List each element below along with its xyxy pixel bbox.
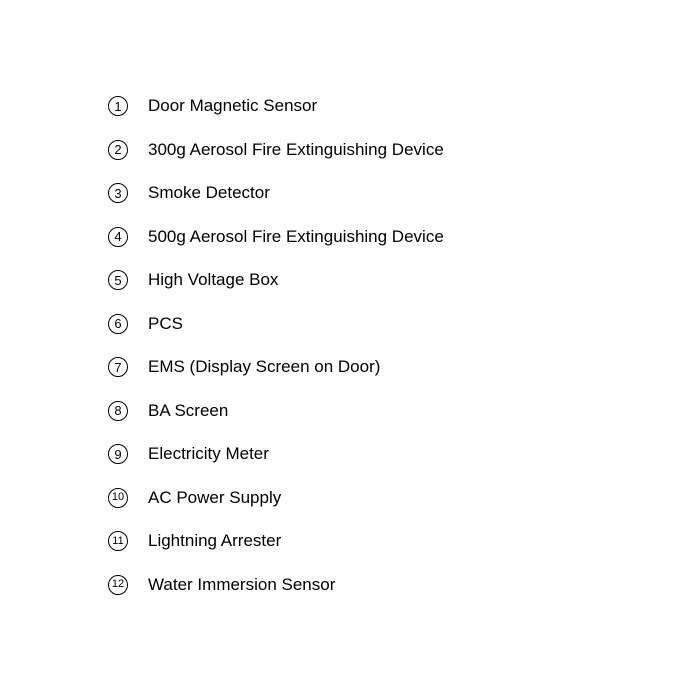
legend-label: AC Power Supply: [148, 488, 281, 508]
legend-label: BA Screen: [148, 401, 228, 421]
legend-item: 4 500g Aerosol Fire Extinguishing Device: [108, 226, 700, 248]
number-badge: 2: [108, 140, 128, 160]
number-badge: 12: [108, 575, 128, 595]
legend-item: 2 300g Aerosol Fire Extinguishing Device: [108, 139, 700, 161]
number-text: 6: [114, 317, 121, 330]
number-text: 5: [114, 274, 121, 287]
number-text: 1: [114, 100, 121, 113]
number-badge: 1: [108, 96, 128, 116]
number-text: 7: [114, 361, 121, 374]
legend-item: 1 Door Magnetic Sensor: [108, 95, 700, 117]
legend-label: Door Magnetic Sensor: [148, 96, 317, 116]
legend-list: 1 Door Magnetic Sensor 2 300g Aerosol Fi…: [0, 0, 700, 596]
number-badge: 6: [108, 314, 128, 334]
number-badge: 9: [108, 444, 128, 464]
legend-label: Lightning Arrester: [148, 531, 281, 551]
number-badge: 5: [108, 270, 128, 290]
legend-item: 7 EMS (Display Screen on Door): [108, 356, 700, 378]
legend-item: 6 PCS: [108, 313, 700, 335]
legend-item: 9 Electricity Meter: [108, 443, 700, 465]
number-text: 8: [114, 404, 121, 417]
number-text: 12: [112, 579, 124, 590]
number-text: 4: [114, 230, 121, 243]
legend-label: Water Immersion Sensor: [148, 575, 335, 595]
number-badge: 4: [108, 227, 128, 247]
legend-label: Electricity Meter: [148, 444, 269, 464]
legend-item: 5 High Voltage Box: [108, 269, 700, 291]
number-text: 3: [114, 187, 121, 200]
number-badge: 11: [108, 531, 128, 551]
number-text: 9: [114, 448, 121, 461]
legend-item: 8 BA Screen: [108, 400, 700, 422]
legend-item: 11 Lightning Arrester: [108, 530, 700, 552]
legend-label: 500g Aerosol Fire Extinguishing Device: [148, 227, 444, 247]
legend-label: EMS (Display Screen on Door): [148, 357, 380, 377]
number-badge: 3: [108, 183, 128, 203]
legend-label: High Voltage Box: [148, 270, 278, 290]
number-text: 10: [112, 492, 124, 503]
number-badge: 10: [108, 488, 128, 508]
number-badge: 8: [108, 401, 128, 421]
number-text: 11: [112, 536, 123, 547]
legend-item: 12 Water Immersion Sensor: [108, 574, 700, 596]
legend-label: 300g Aerosol Fire Extinguishing Device: [148, 140, 444, 160]
legend-label: PCS: [148, 314, 183, 334]
number-text: 2: [114, 143, 121, 156]
legend-item: 3 Smoke Detector: [108, 182, 700, 204]
legend-label: Smoke Detector: [148, 183, 270, 203]
legend-item: 10 AC Power Supply: [108, 487, 700, 509]
number-badge: 7: [108, 357, 128, 377]
